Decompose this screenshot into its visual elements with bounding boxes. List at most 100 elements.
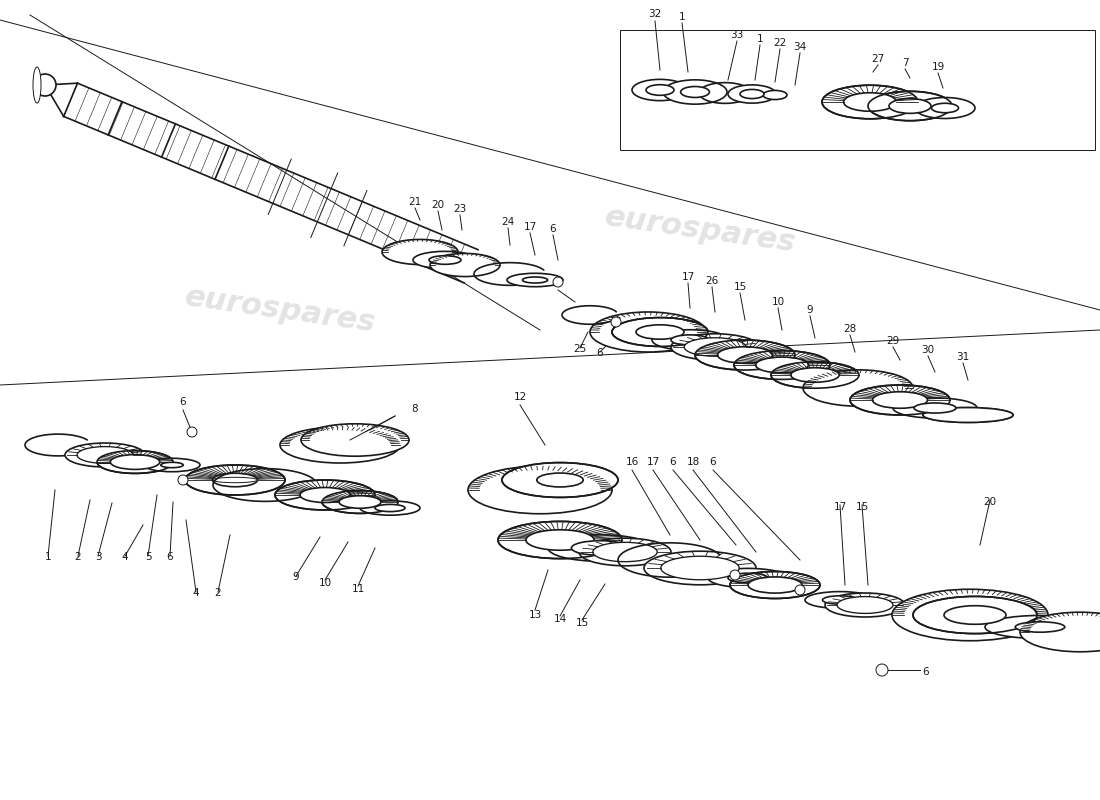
Text: 15: 15: [575, 618, 589, 628]
Ellipse shape: [944, 606, 1006, 624]
Ellipse shape: [822, 86, 918, 118]
Ellipse shape: [771, 362, 859, 388]
Ellipse shape: [97, 450, 173, 474]
Ellipse shape: [161, 462, 184, 468]
Ellipse shape: [671, 335, 710, 345]
Text: 34: 34: [793, 42, 806, 52]
Text: 15: 15: [734, 282, 747, 292]
Text: 32: 32: [648, 9, 661, 19]
Text: 8: 8: [411, 404, 418, 414]
Text: 10: 10: [771, 297, 784, 307]
Ellipse shape: [646, 85, 674, 95]
Text: 13: 13: [528, 610, 541, 620]
Ellipse shape: [805, 592, 874, 608]
Circle shape: [178, 475, 188, 485]
Text: 26: 26: [705, 276, 718, 286]
Ellipse shape: [632, 79, 688, 101]
Bar: [620, 30, 1094, 150]
Text: 3: 3: [95, 552, 101, 562]
Ellipse shape: [636, 325, 684, 339]
Ellipse shape: [717, 346, 772, 363]
Text: 17: 17: [681, 272, 694, 282]
Ellipse shape: [430, 254, 500, 277]
Text: 9: 9: [293, 572, 299, 582]
Circle shape: [553, 277, 563, 287]
Ellipse shape: [740, 90, 764, 98]
Ellipse shape: [872, 392, 927, 408]
Text: 16: 16: [626, 457, 639, 467]
Ellipse shape: [837, 597, 893, 614]
Ellipse shape: [728, 85, 776, 103]
Ellipse shape: [889, 98, 931, 114]
Text: 23: 23: [453, 204, 466, 214]
Text: 5: 5: [145, 552, 152, 562]
Text: 11: 11: [351, 584, 364, 594]
Ellipse shape: [644, 551, 756, 585]
Ellipse shape: [923, 407, 1013, 422]
Ellipse shape: [850, 385, 950, 415]
Text: 24: 24: [502, 217, 515, 227]
Ellipse shape: [1015, 622, 1065, 632]
Text: 4: 4: [192, 588, 199, 598]
Text: 6: 6: [923, 667, 930, 677]
Ellipse shape: [548, 534, 652, 562]
Ellipse shape: [412, 251, 477, 269]
Text: 21: 21: [408, 197, 421, 207]
Text: 18: 18: [686, 457, 700, 467]
Text: 6: 6: [167, 552, 174, 562]
Ellipse shape: [429, 256, 461, 264]
Text: 17: 17: [647, 457, 660, 467]
Text: 6: 6: [550, 224, 557, 234]
Ellipse shape: [526, 530, 594, 550]
Text: 6: 6: [596, 348, 603, 358]
Ellipse shape: [1020, 612, 1100, 652]
Text: 20: 20: [983, 497, 997, 507]
Ellipse shape: [923, 407, 1013, 422]
Ellipse shape: [915, 98, 975, 118]
Ellipse shape: [730, 571, 820, 598]
Text: 1: 1: [757, 34, 763, 44]
Ellipse shape: [212, 478, 257, 482]
Ellipse shape: [893, 398, 977, 418]
Ellipse shape: [763, 90, 786, 99]
Text: 10: 10: [318, 578, 331, 588]
Ellipse shape: [823, 596, 858, 604]
Text: 27: 27: [871, 54, 884, 64]
Circle shape: [795, 585, 805, 595]
Ellipse shape: [803, 370, 913, 406]
Ellipse shape: [77, 446, 133, 463]
Ellipse shape: [593, 542, 657, 562]
Text: 33: 33: [730, 30, 744, 40]
Text: 29: 29: [887, 336, 900, 346]
Text: 7: 7: [902, 58, 909, 68]
Text: 9: 9: [806, 305, 813, 315]
Ellipse shape: [914, 403, 956, 413]
Circle shape: [876, 664, 888, 676]
Ellipse shape: [275, 480, 375, 510]
Ellipse shape: [844, 93, 896, 111]
Ellipse shape: [301, 424, 409, 456]
Ellipse shape: [590, 312, 706, 352]
Ellipse shape: [571, 541, 628, 555]
Ellipse shape: [339, 496, 381, 508]
Text: 6: 6: [710, 457, 716, 467]
Ellipse shape: [280, 427, 400, 463]
Ellipse shape: [212, 474, 257, 486]
Ellipse shape: [34, 74, 56, 96]
Text: 19: 19: [932, 62, 945, 72]
Ellipse shape: [498, 522, 622, 558]
Ellipse shape: [360, 501, 420, 515]
Text: 17: 17: [524, 222, 537, 232]
Text: 17: 17: [834, 502, 847, 512]
Text: eurospares: eurospares: [183, 282, 377, 338]
Ellipse shape: [748, 577, 802, 593]
Text: 28: 28: [844, 324, 857, 334]
Ellipse shape: [728, 573, 768, 582]
Ellipse shape: [671, 334, 759, 360]
Ellipse shape: [468, 466, 612, 514]
Ellipse shape: [708, 568, 788, 587]
Text: 31: 31: [956, 352, 969, 362]
Ellipse shape: [612, 318, 708, 346]
Text: 30: 30: [922, 345, 935, 355]
Ellipse shape: [661, 556, 739, 580]
